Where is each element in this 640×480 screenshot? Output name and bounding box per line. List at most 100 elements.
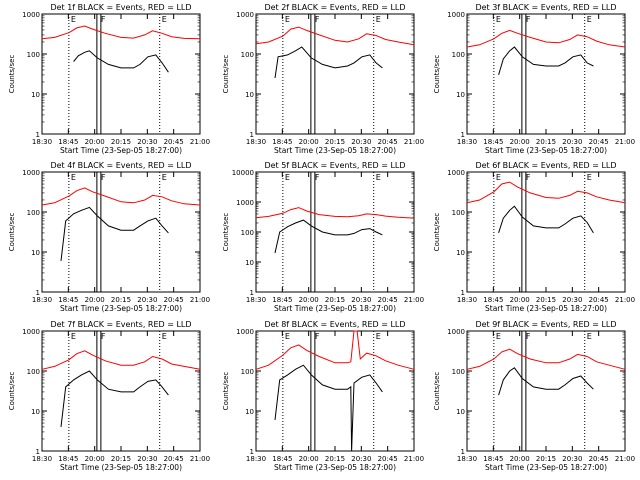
chart-panel-8: Det 8f BLACK = Events, RED = LLD 1 10 100 10… [222, 320, 424, 472]
y-tick-label: 100 [452, 51, 465, 59]
x-tick-label: 18:30 [246, 138, 266, 146]
y-tick-label: 100 [452, 368, 465, 376]
marker-flag: E [162, 173, 167, 182]
x-tick-label: 20:45 [589, 138, 609, 146]
x-tick-label: 21:00 [615, 296, 635, 304]
y-tick-label: 1 [250, 289, 254, 297]
x-axis-label: Start Time (23-Sep-05 18:27:00) [485, 304, 607, 313]
marker-flag: E [496, 15, 501, 24]
marker-flag: F [101, 15, 106, 24]
y-tick-label: 1000 [447, 169, 465, 177]
marker-flag: E [71, 173, 76, 182]
x-tick-label: 18:30 [457, 138, 477, 146]
x-tick-label: 20:45 [378, 455, 398, 463]
marker-flag: F [526, 173, 531, 182]
chart-panel-4: Det 4f BLACK = Events, RED = LLD 1 10 100 10… [8, 161, 210, 313]
x-tick-label: 20:15 [325, 138, 345, 146]
y-tick-label: 100 [27, 368, 40, 376]
y-tick-label: 1000 [447, 328, 465, 336]
x-tick-label: 20:00 [510, 138, 530, 146]
plot-frame [255, 13, 415, 135]
x-tick-label: 18:45 [483, 138, 503, 146]
y-tick-label: 1000 [22, 328, 40, 336]
y-tick-label: 1000 [447, 11, 465, 19]
marker-flag: E [71, 332, 76, 341]
y-tick-label: 1 [36, 448, 40, 456]
x-tick-label: 18:30 [457, 455, 477, 463]
x-tick-label: 18:30 [32, 455, 52, 463]
x-tick-label: 20:00 [299, 138, 319, 146]
series-events-line [498, 205, 594, 234]
x-axis-label: Start Time (23-Sep-05 18:27:00) [60, 146, 182, 155]
x-tick-label: 20:45 [589, 296, 609, 304]
x-axis-label: Start Time (23-Sep-05 18:27:00) [485, 146, 607, 155]
x-tick-label: 18:45 [483, 296, 503, 304]
marker-flag: E [587, 15, 592, 24]
x-tick-label: 20:45 [164, 138, 184, 146]
x-tick-label: 20:45 [164, 296, 184, 304]
y-tick-label: 1 [461, 448, 465, 456]
series-events-line [274, 219, 383, 254]
x-tick-label: 20:30 [137, 138, 157, 146]
y-tick-label: 1 [250, 448, 254, 456]
x-tick-label: 20:30 [562, 138, 582, 146]
series-lld-line [466, 181, 626, 204]
x-tick-label: 20:00 [510, 296, 530, 304]
y-tick-label: 10 [456, 249, 465, 257]
marker-flag: E [587, 332, 592, 341]
x-tick-label: 18:30 [32, 138, 52, 146]
x-axis-label: Start Time (23-Sep-05 18:27:00) [485, 463, 607, 472]
x-tick-label: 20:15 [111, 455, 131, 463]
x-tick-label: 20:30 [562, 455, 582, 463]
y-axis-label: Counts/sec [8, 372, 16, 411]
y-axis-label: Counts/sec [8, 55, 16, 94]
series-lld-line [466, 29, 626, 48]
x-tick-label: 18:45 [58, 455, 78, 463]
marker-flag: E [162, 332, 167, 341]
plot-frame [41, 13, 201, 135]
chart-panel-7: Det 7f BLACK = Events, RED = LLD 1 10 100 10… [8, 320, 210, 472]
x-axis-label: Start Time (23-Sep-05 18:27:00) [274, 304, 396, 313]
x-tick-label: 20:15 [325, 296, 345, 304]
chart-title: Det 9f BLACK = Events, RED = LLD [475, 320, 616, 329]
marker-flag: E [496, 332, 501, 341]
marker-flag: F [315, 15, 320, 24]
chart-panel-9: Det 9f BLACK = Events, RED = LLD 1 10 100 10… [433, 320, 635, 472]
marker-flag: F [101, 173, 106, 182]
series-lld-line [41, 350, 201, 370]
y-tick-label: 100 [241, 51, 254, 59]
series-lld-line [41, 187, 201, 206]
series-events-line [60, 206, 169, 261]
x-tick-label: 20:00 [510, 455, 530, 463]
x-tick-label: 18:30 [32, 296, 52, 304]
chart-panel-6: Det 6f BLACK = Events, RED = LLD 1 10 100 10… [433, 161, 635, 313]
y-tick-label: 1 [461, 131, 465, 139]
series-events-line [274, 364, 383, 452]
marker-flag: E [285, 332, 290, 341]
y-tick-label: 100 [241, 368, 254, 376]
x-tick-label: 21:00 [190, 138, 210, 146]
x-tick-label: 20:45 [164, 455, 184, 463]
x-tick-label: 20:15 [111, 138, 131, 146]
chart-panel-1: Det 1f BLACK = Events, RED = LLD 1 10 100 10… [8, 3, 210, 155]
x-tick-label: 20:00 [85, 296, 105, 304]
series-events-line [498, 46, 594, 76]
chart-title: Det 1f BLACK = Events, RED = LLD [50, 3, 191, 12]
y-axis-label: Counts/sec [433, 213, 441, 252]
marker-flag: E [71, 15, 76, 24]
y-tick-label: 10 [456, 408, 465, 416]
x-tick-label: 18:30 [457, 296, 477, 304]
y-tick-label: 1000 [22, 169, 40, 177]
x-tick-label: 20:30 [351, 296, 371, 304]
y-tick-label: 1000 [236, 11, 254, 19]
chart-title: Det 3f BLACK = Events, RED = LLD [475, 3, 616, 12]
x-tick-label: 20:45 [378, 138, 398, 146]
x-tick-label: 21:00 [615, 455, 635, 463]
plot-frame [41, 171, 201, 293]
marker-flag: E [376, 15, 381, 24]
x-tick-label: 20:15 [536, 138, 556, 146]
marker-flag: E [587, 173, 592, 182]
series-events-line [498, 367, 594, 396]
x-tick-label: 21:00 [404, 296, 424, 304]
